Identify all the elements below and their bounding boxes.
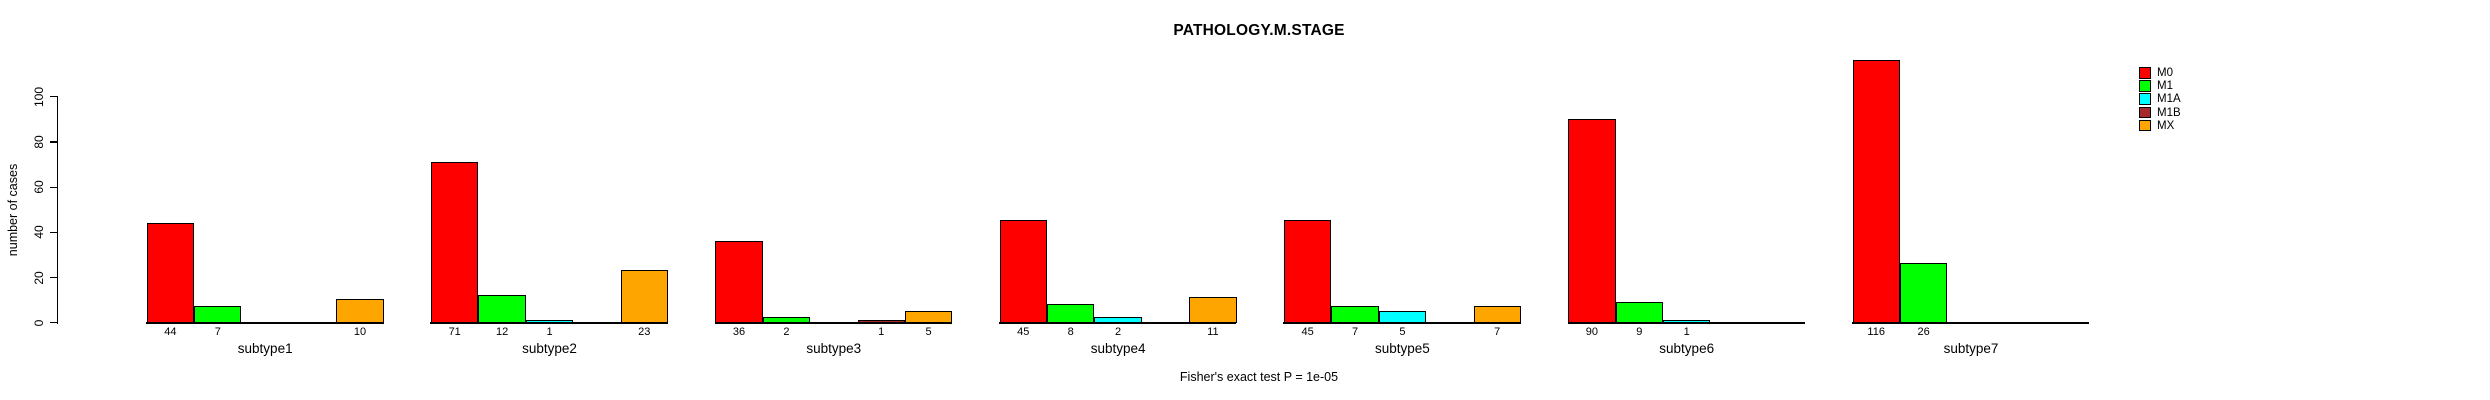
bar-value-label: 44 — [164, 326, 177, 338]
y-tick-label: 0 — [32, 319, 46, 327]
bar-m1 — [762, 317, 811, 324]
legend-label-m0: M0 — [2157, 67, 2173, 79]
bar-value-label: 5 — [925, 326, 932, 338]
bar-value-label: 71 — [448, 326, 461, 338]
bar-m1 — [194, 306, 242, 324]
bar-m1b — [857, 319, 905, 324]
bar-value-label: 10 — [353, 326, 367, 338]
bar-value-label: 7 — [1494, 326, 1501, 338]
legend-swatch-m1a — [2139, 93, 2151, 105]
x-category-label: subtype2 — [522, 341, 577, 356]
legend-label-m1: M1 — [2157, 80, 2173, 93]
x-category-label: subtype6 — [1659, 341, 1715, 356]
y-axis-label: number of cases — [6, 163, 20, 257]
bar-m1 — [1047, 303, 1095, 324]
bar-mx — [1189, 297, 1237, 324]
y-tick-label: 80 — [32, 135, 46, 149]
bar-m0 — [431, 161, 479, 324]
chart-title: PATHOLOGY.M.STAGE — [1173, 22, 1345, 39]
bar-value-label: 8 — [1067, 326, 1074, 338]
bar-value-label: 11 — [1207, 326, 1219, 338]
y-axis-tick — [50, 141, 57, 143]
bar-mx — [904, 310, 953, 324]
legend-label-m1b: M1B — [2157, 106, 2181, 119]
x-category-label: subtype7 — [1943, 341, 1999, 356]
bar-m1a — [1378, 310, 1427, 324]
group-baseline — [146, 322, 384, 324]
bar-m0 — [1852, 59, 1900, 324]
bar-value-label: 1 — [1683, 326, 1690, 338]
bar-m1 — [1331, 306, 1379, 324]
bar-m0 — [1283, 220, 1332, 324]
legend-swatch-m0 — [2139, 67, 2151, 79]
bar-value-label: 90 — [1585, 326, 1599, 338]
y-axis-tick — [50, 96, 57, 98]
bar-value-label: 45 — [1017, 326, 1030, 338]
bar-m1a — [1663, 319, 1711, 324]
bar-m1a — [1094, 317, 1142, 324]
bar-value-label: 5 — [1399, 326, 1406, 338]
y-axis-tick — [50, 231, 57, 233]
bar-m0 — [1568, 118, 1616, 324]
bar-value-label: 23 — [638, 326, 651, 338]
y-axis-tick — [50, 186, 57, 188]
bar-value-label: 1 — [546, 326, 553, 338]
bar-value-label: 26 — [1917, 326, 1930, 338]
x-category-label: subtype5 — [1374, 341, 1430, 356]
bar-value-label: 2 — [1115, 326, 1122, 338]
bar-value-label: 7 — [214, 326, 221, 338]
legend-label-m1a: M1A — [2157, 93, 2181, 106]
legend-swatch-m1b — [2139, 106, 2151, 119]
bar-mx — [1473, 306, 1521, 324]
bar-value-label: 1 — [878, 326, 885, 338]
group-baseline — [1851, 322, 2090, 324]
bar-m1 — [478, 294, 526, 324]
bar-mx — [336, 299, 384, 324]
bar-m1 — [1899, 263, 1948, 324]
x-category-label: subtype3 — [806, 341, 862, 356]
y-tick-label: 20 — [32, 270, 46, 285]
bar-value-label: 45 — [1301, 326, 1314, 338]
bar-value-label: 36 — [732, 326, 746, 338]
bar-m0 — [146, 222, 195, 324]
x-category-label: subtype1 — [237, 341, 293, 356]
bar-value-label: 2 — [783, 326, 790, 338]
y-axis-tick — [50, 322, 57, 324]
bar-m0 — [999, 220, 1047, 324]
bar-m1a — [525, 319, 574, 324]
legend-label-mx: MX — [2157, 119, 2175, 132]
bar-m0 — [715, 240, 763, 324]
group-baseline — [714, 322, 953, 324]
legend-swatch-mx — [2139, 119, 2151, 132]
bar-value-label: 116 — [1867, 326, 1885, 338]
bar-m1 — [1615, 301, 1663, 324]
bar-value-label: 12 — [495, 326, 509, 338]
y-tick-label: 100 — [32, 86, 46, 107]
bar-value-label: 7 — [1351, 326, 1359, 338]
y-axis-line — [57, 96, 59, 324]
y-tick-label: 40 — [32, 225, 46, 239]
legend-swatch-m1 — [2139, 80, 2151, 92]
y-tick-label: 60 — [32, 180, 46, 194]
y-axis-tick — [50, 276, 57, 279]
x-category-label: subtype4 — [1090, 341, 1146, 356]
bar-mx — [620, 270, 668, 324]
bar-value-label: 9 — [1636, 326, 1643, 338]
chart-caption: Fisher's exact test P = 1e-05 — [1179, 370, 1339, 384]
